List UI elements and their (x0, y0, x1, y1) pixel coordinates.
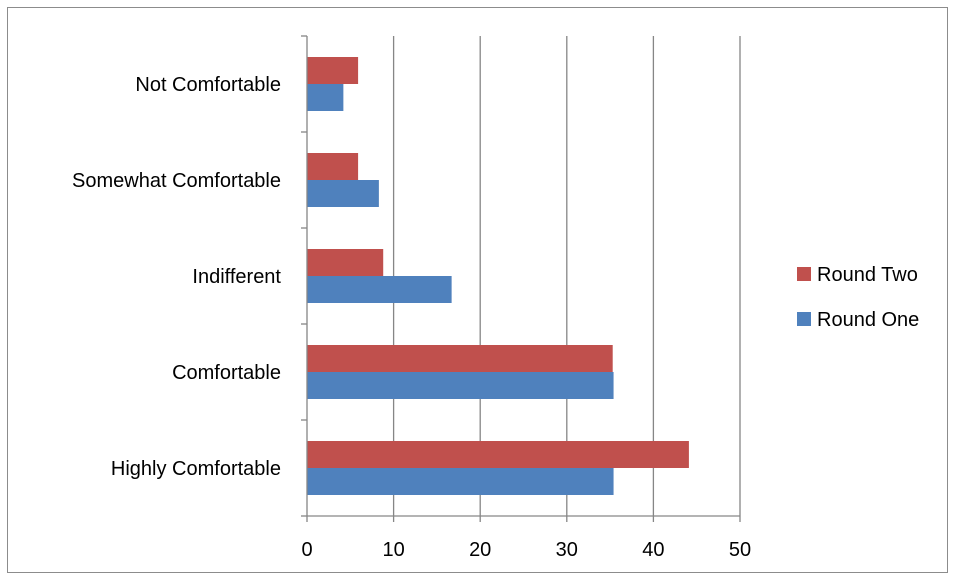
category-label-0: Highly Comfortable (111, 458, 281, 480)
category-label-3: Somewhat Comfortable (72, 170, 281, 192)
bar-round-one-0 (307, 468, 614, 495)
bar-round-two-2 (307, 249, 384, 276)
category-label-2: Indifferent (192, 266, 281, 288)
legend-label-round-two: Round Two (817, 264, 918, 286)
bar-round-two-4 (307, 57, 359, 84)
x-tick-label-5: 50 (729, 539, 751, 561)
legend-label-round-one: Round One (817, 309, 919, 331)
x-tick-label-2: 20 (469, 539, 491, 561)
x-tick-label-1: 10 (382, 539, 404, 561)
x-tick-label-4: 40 (642, 539, 664, 561)
bar-round-two-1 (307, 345, 613, 372)
bar-round-one-3 (307, 180, 379, 207)
bar-round-one-4 (307, 84, 344, 111)
x-tick-label-3: 30 (556, 539, 578, 561)
legend-swatch-round-one (797, 312, 811, 326)
x-tick-label-0: 0 (301, 539, 312, 561)
bar-round-one-2 (307, 276, 452, 303)
category-label-1: Comfortable (172, 362, 281, 384)
category-label-4: Not Comfortable (135, 74, 281, 96)
bar-round-two-0 (307, 441, 689, 468)
bar-round-one-1 (307, 372, 614, 399)
legend-swatch-round-two (797, 267, 811, 281)
bar-round-two-3 (307, 153, 359, 180)
